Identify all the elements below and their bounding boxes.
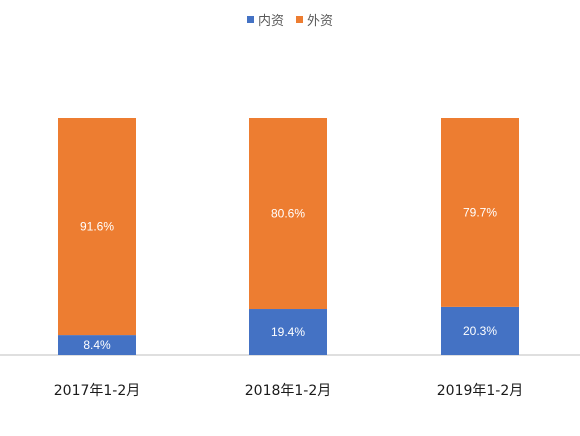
bar-foreign-2 [441,118,519,307]
legend-swatch-foreign [296,16,303,23]
data-label-foreign-2: 79.7% [463,205,497,219]
legend-label-domestic: 内资 [257,14,284,29]
chart-legend: 内资 外资 [0,10,580,29]
data-label-domestic-2: 20.3% [463,324,497,338]
bar-domestic-2 [441,306,519,355]
bar-foreign-0 [58,118,136,336]
data-label-foreign-1: 80.6% [271,207,305,221]
legend-swatch-domestic [246,16,254,23]
bar-foreign-1 [249,118,327,310]
bar-domestic-1 [249,309,327,355]
bar-domestic-0 [58,335,136,355]
x-tick-label-1: 2018年1-2月 [245,383,332,399]
legend-item-foreign: 外资 [296,10,333,29]
x-tick-label-2: 2019年1-2月 [437,383,524,399]
data-label-domestic-1: 19.4% [271,325,305,339]
x-tick-label-0: 2017年1-2月 [54,383,141,399]
legend-item-domestic: 内资 [246,10,284,29]
legend-label-foreign: 外资 [307,14,334,29]
data-label-domestic-0: 8.4% [83,338,111,352]
data-label-foreign-0: 91.6% [80,220,114,234]
